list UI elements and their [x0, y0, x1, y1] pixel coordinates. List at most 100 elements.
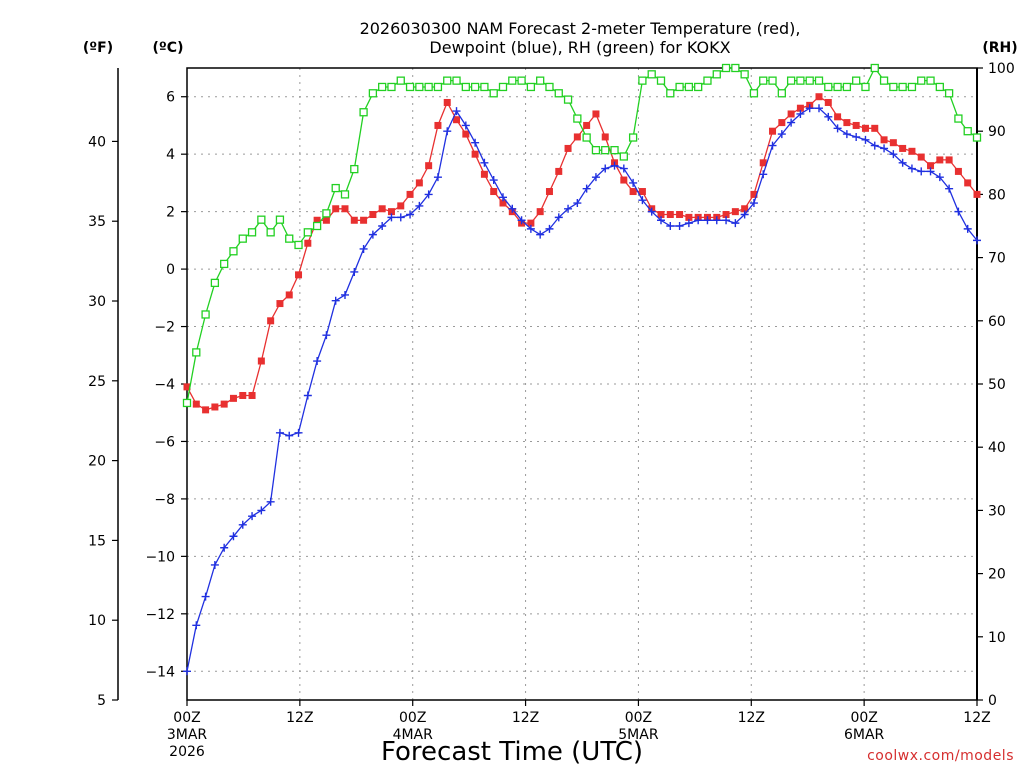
data-point — [573, 199, 582, 208]
data-point — [396, 76, 405, 85]
data-point — [842, 130, 851, 139]
data-point — [647, 70, 656, 79]
data-point — [489, 89, 498, 98]
plot-frame — [186, 67, 978, 701]
data-point — [824, 112, 833, 121]
data-point — [563, 95, 573, 104]
data-point — [973, 236, 981, 245]
celsius-tick-label: −6 — [154, 434, 175, 450]
data-point — [257, 215, 266, 224]
celsius-axis: −14 −12 −10 −8 −6 −4 −2 0 2 4 6 — [145, 90, 187, 680]
data-point — [378, 222, 387, 230]
series-layer — [182, 63, 982, 676]
data-point — [843, 119, 851, 127]
data-point — [861, 82, 870, 92]
x-tick-label: 12Z — [512, 710, 539, 726]
fahrenheit-unit-label: (ºF) — [83, 40, 113, 56]
data-point — [350, 216, 358, 224]
data-point — [369, 211, 377, 219]
data-point — [294, 240, 303, 250]
data-point — [461, 82, 470, 92]
data-point — [554, 89, 563, 98]
data-point — [814, 76, 824, 85]
x-tick-label: 4MAR — [393, 727, 434, 743]
fahrenheit-tick-label: 40 — [88, 134, 106, 150]
data-point — [322, 331, 331, 340]
x-tick-label: 00Z — [173, 710, 200, 726]
chart-title-line-2: Dewpoint (blue), RH (green) for KOKX — [429, 38, 730, 57]
data-point — [870, 63, 879, 73]
data-point — [471, 138, 480, 147]
data-point — [666, 211, 674, 219]
rh-unit-label: (RH) — [982, 40, 1017, 56]
x-tick-label: 5MAR — [618, 727, 659, 743]
series-dewpoint — [183, 104, 981, 676]
data-point — [666, 89, 675, 98]
data-point — [229, 394, 237, 402]
data-point — [536, 76, 545, 85]
x-tick-label: 12Z — [286, 710, 313, 726]
data-point — [248, 512, 257, 521]
data-point — [229, 532, 238, 541]
data-point — [202, 406, 210, 414]
data-point — [536, 230, 545, 239]
data-point — [973, 190, 981, 198]
data-point — [638, 196, 647, 205]
data-point — [350, 267, 359, 276]
data-point — [852, 121, 860, 129]
data-point — [201, 310, 210, 319]
data-point — [777, 89, 786, 98]
rh-tick-label: 40 — [988, 440, 1006, 456]
data-point — [954, 207, 963, 216]
data-point — [852, 132, 861, 141]
data-point — [917, 76, 926, 85]
data-point — [183, 383, 191, 391]
rh-tick-label: 100 — [988, 61, 1015, 77]
data-point — [322, 216, 330, 224]
data-point — [628, 133, 638, 142]
data-point — [453, 116, 461, 124]
data-point — [526, 224, 535, 233]
data-point — [675, 82, 684, 92]
data-point — [350, 164, 359, 174]
data-point — [945, 156, 953, 164]
data-point — [740, 210, 749, 219]
data-point — [499, 193, 507, 202]
data-point — [879, 76, 889, 85]
data-point — [387, 213, 396, 222]
data-point — [387, 82, 396, 92]
data-point — [285, 291, 293, 299]
data-point — [834, 113, 842, 121]
data-point — [341, 290, 349, 299]
data-point — [471, 150, 479, 158]
celsius-tick-label: −12 — [145, 607, 175, 623]
data-point — [415, 82, 424, 92]
data-point — [508, 204, 517, 213]
data-point — [564, 144, 572, 152]
data-point — [331, 296, 340, 305]
rh-tick-label: 50 — [988, 377, 1006, 393]
fahrenheit-tick-label: 15 — [88, 533, 106, 549]
data-point — [489, 176, 498, 185]
data-point — [555, 167, 563, 175]
data-point — [926, 76, 935, 85]
data-point — [406, 210, 415, 219]
data-point — [257, 357, 265, 365]
rh-tick-label: 90 — [988, 124, 1006, 140]
data-point — [927, 162, 935, 170]
data-point — [750, 190, 758, 198]
chart-title-line-1: 2026030300 NAM Forecast 2-meter Temperat… — [360, 19, 801, 38]
data-point — [741, 205, 749, 213]
fahrenheit-tick-label: 10 — [88, 613, 106, 629]
data-point — [498, 82, 508, 92]
fahrenheit-tick-label: 20 — [88, 454, 106, 470]
data-point — [861, 124, 869, 132]
x-tick-label: 6MAR — [844, 727, 885, 743]
data-point — [378, 205, 386, 213]
data-point — [805, 104, 814, 113]
data-point — [332, 205, 340, 213]
x-tick-label: 3MAR — [167, 727, 208, 743]
data-point — [824, 98, 832, 106]
